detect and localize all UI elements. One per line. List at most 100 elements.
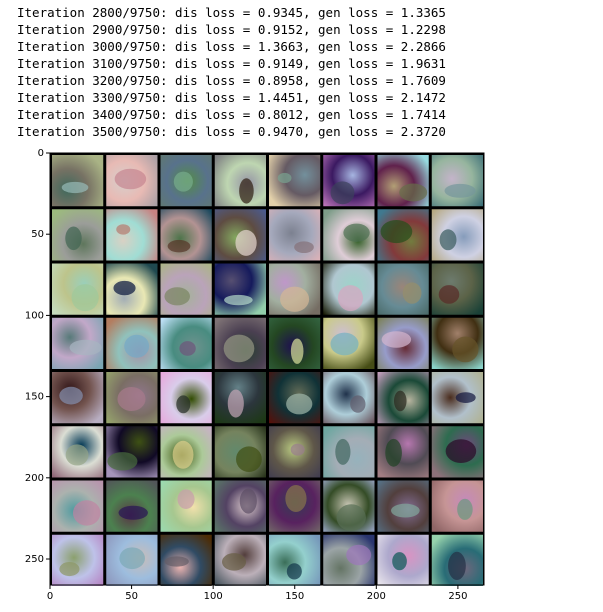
tile-blob (294, 241, 314, 254)
image-tile (431, 480, 483, 532)
log-line: Iteration 3200/9750: dis loss = 0.8958, … (17, 73, 446, 88)
tile-blob (391, 503, 420, 518)
x-tick-label: 200 (367, 591, 386, 602)
tile-blob (224, 294, 253, 306)
log-line: Iteration 3500/9750: dis loss = 0.9470, … (17, 124, 446, 139)
x-tick-label: 50 (125, 591, 138, 602)
tile-blob (223, 334, 255, 363)
tile-blob (290, 338, 304, 364)
image-tile (431, 209, 483, 261)
output-log: Iteration 2800/9750: dis loss = 0.9345, … (17, 4, 446, 140)
axes-frame (49, 152, 485, 586)
x-tick-label: 100 (204, 591, 223, 602)
tile-blob (393, 390, 407, 412)
tile-blob (59, 562, 80, 577)
image-tile (160, 209, 212, 261)
x-tick-label: 250 (448, 591, 467, 602)
x-tick-label: 0 (47, 591, 53, 602)
tile-blob (445, 439, 477, 463)
tile-blob (72, 500, 101, 526)
tile-blob (239, 178, 254, 204)
tile-blob (290, 443, 305, 456)
tile-blob (350, 395, 366, 413)
tile-blob (457, 498, 473, 520)
tile-blob (335, 438, 351, 465)
tile-blob (173, 171, 193, 192)
tile-blob (118, 505, 148, 520)
tile-blob (227, 389, 244, 418)
log-line: Iteration 2800/9750: dis loss = 0.9345, … (17, 5, 446, 20)
y-tick-label: 0 (38, 148, 44, 159)
tile-blob (179, 341, 196, 356)
tile-blob (177, 489, 195, 509)
log-line: Iteration 3300/9750: dis loss = 1.4451, … (17, 90, 446, 105)
tile-blob (452, 336, 479, 363)
image-tile (52, 155, 104, 207)
tile-blob (286, 393, 313, 415)
image-tile (52, 534, 104, 586)
tile-blob (65, 226, 82, 251)
image-tile (431, 155, 483, 207)
tile-blob (221, 553, 247, 571)
tile-blob (107, 452, 138, 471)
image-tile (269, 155, 321, 207)
tile-blob (119, 547, 145, 570)
tile-blob (438, 285, 460, 304)
y-tick-label: 50 (31, 229, 44, 240)
tile-blob (330, 332, 359, 356)
tile-blob (402, 282, 422, 304)
tile-blob (399, 183, 428, 202)
x-tick-label: 150 (285, 591, 304, 602)
y-tick-label: 100 (25, 310, 44, 321)
tile-blob (448, 551, 466, 581)
tile-blob (286, 563, 302, 580)
tile-blob (124, 334, 150, 358)
tile-blob (455, 392, 476, 404)
tile-blob (380, 219, 413, 244)
log-line: Iteration 3400/9750: dis loss = 0.8012, … (17, 107, 446, 122)
image-tile (377, 263, 429, 315)
tile-blob (116, 224, 131, 235)
tile-blob (65, 444, 89, 466)
image-tile (323, 372, 375, 424)
tile-blob (235, 229, 257, 256)
tile-blob (167, 239, 191, 253)
image-tile (214, 263, 266, 315)
tile-blob (444, 183, 476, 198)
log-line: Iteration 3100/9750: dis loss = 0.9149, … (17, 56, 446, 71)
tile-blob (381, 331, 412, 348)
image-tile (377, 426, 429, 478)
tile-blob (439, 229, 457, 251)
image-tile (214, 155, 266, 207)
tile-blob (239, 488, 257, 514)
tile-blob (285, 484, 307, 513)
image-tile (269, 209, 321, 261)
tile-blob (277, 172, 292, 184)
tile-blob (176, 395, 191, 414)
tile-blob (117, 386, 146, 412)
tile-blob (236, 446, 262, 473)
tile-blob (164, 287, 190, 306)
log-line: Iteration 2900/9750: dis loss = 0.9152, … (17, 22, 446, 37)
image-tile (160, 263, 212, 315)
tile-blob (59, 386, 83, 405)
image-tile (214, 480, 266, 532)
tile-blob (343, 223, 370, 242)
tile-blob (69, 339, 102, 356)
tile-blob (346, 544, 372, 566)
tile-blob (280, 286, 310, 312)
image-tile (106, 209, 158, 261)
tile-blob (71, 284, 99, 312)
tile-blob (392, 552, 407, 571)
y-tick-label: 200 (25, 473, 44, 484)
tile-blob (172, 440, 194, 469)
tile-blob (336, 504, 366, 531)
tile-blob (385, 438, 402, 467)
tile-blob (61, 181, 89, 194)
tile-blob (113, 280, 136, 296)
tile-blob (114, 168, 147, 190)
tile-blob (330, 181, 355, 205)
tile-blob (337, 285, 364, 312)
